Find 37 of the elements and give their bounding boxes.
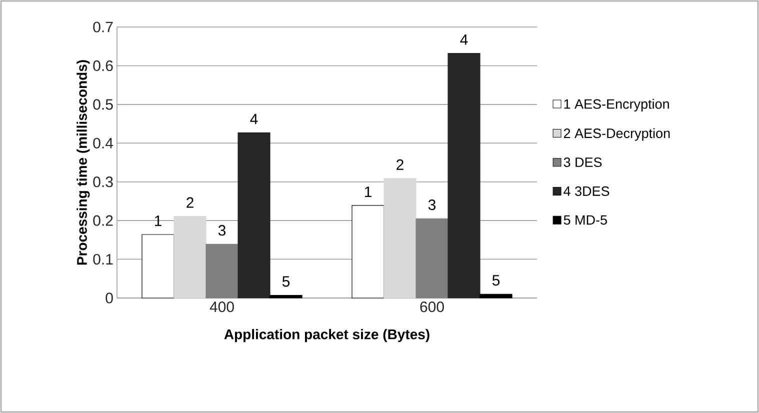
annotation: 5: [282, 276, 290, 287]
annotation: 4: [460, 34, 468, 45]
bar: [174, 216, 206, 298]
y-tick-label: 0.7: [93, 22, 113, 32]
y-tick-label: 0.1: [93, 254, 113, 265]
y-tick-label: 0.3: [93, 176, 113, 188]
bar: [480, 294, 512, 298]
y-axis-title: Processing time (milliseconds): [76, 60, 90, 265]
y-tick-label: 0: [106, 292, 113, 304]
bar: [206, 244, 238, 298]
x-tick-label: 600: [420, 302, 444, 312]
bar: [448, 53, 480, 298]
y-tick-label: 0.6: [93, 60, 113, 72]
legend-label: 1 AES-Encryption: [564, 98, 669, 112]
bar: [238, 132, 270, 298]
y-tick-label: 0.4: [93, 138, 114, 148]
legend-label: 3 DES: [564, 157, 602, 168]
bar: [384, 178, 416, 298]
annotation: 3: [218, 225, 226, 236]
x-tick-label: 400: [210, 302, 234, 312]
bar: [142, 234, 174, 298]
bar: [416, 218, 448, 298]
annotation: 2: [186, 197, 194, 208]
y-tick-label: 0.5: [93, 99, 113, 110]
annotation: 4: [250, 114, 258, 124]
annotation: 1: [154, 216, 162, 226]
annotation: 2: [396, 159, 404, 170]
bar: [270, 294, 302, 298]
y-tick-label: 0.2: [93, 215, 113, 226]
annotation: 3: [428, 199, 436, 210]
legend-label: 2 AES-Decryption: [564, 128, 670, 141]
bar: [352, 205, 384, 298]
legend-label: 4 3DES: [564, 186, 610, 196]
annotation: 1: [364, 186, 372, 197]
x-axis-title: Application packet size (Bytes): [224, 329, 430, 342]
annotation: 5: [492, 275, 500, 286]
legend-label: 5 MD-5: [564, 215, 607, 225]
